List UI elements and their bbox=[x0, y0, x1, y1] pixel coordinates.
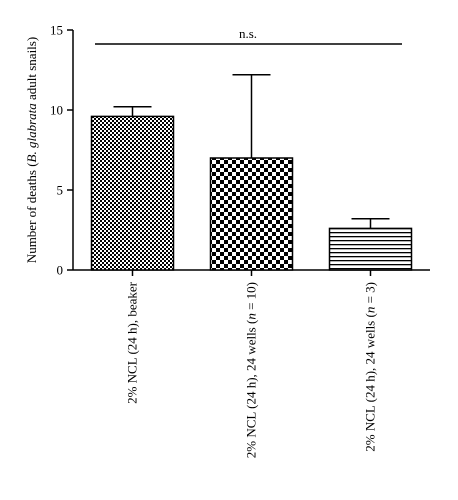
y-axis-title-prefix: Number of deaths ( bbox=[24, 162, 39, 263]
bar bbox=[90, 115, 175, 271]
category-label-part: = 3) bbox=[363, 282, 378, 307]
category-label-part: 2% NCL (24 h), beaker bbox=[125, 281, 140, 404]
y-axis-title: Number of deaths (B. glabrata adult snai… bbox=[24, 37, 39, 263]
y-tick-label: 0 bbox=[57, 263, 64, 278]
error-bars bbox=[113, 74, 390, 229]
y-axis-title-species: B. glabrata bbox=[24, 103, 39, 163]
y-tick-label: 15 bbox=[50, 23, 63, 38]
category-label-part: 2% NCL (24 h), 24 wells ( bbox=[363, 313, 378, 452]
y-ticks: 0 5 10 15 bbox=[50, 23, 73, 278]
y-tick-label: 10 bbox=[50, 103, 63, 118]
category-label: 2% NCL (24 h), 24 wells (n = 3) bbox=[363, 282, 378, 452]
category-labels: 2% NCL (24 h), beaker 2% NCL (24 h), 24 w… bbox=[125, 281, 378, 458]
significance-annotation: n.s. bbox=[239, 26, 257, 41]
bar bbox=[328, 227, 413, 271]
category-label: 2% NCL (24 h), beaker bbox=[125, 281, 140, 404]
y-axis-title-suffix: adult snails) bbox=[24, 37, 39, 103]
x-ticks bbox=[131, 270, 372, 276]
category-label-part: n bbox=[244, 313, 259, 320]
category-label-part: = 10) bbox=[244, 282, 259, 313]
bars bbox=[90, 115, 413, 271]
category-label-part: n bbox=[363, 307, 378, 314]
category-label: 2% NCL (24 h), 24 wells (n = 10) bbox=[244, 282, 259, 458]
bar bbox=[209, 157, 294, 271]
category-label-part: 2% NCL (24 h), 24 wells ( bbox=[244, 320, 259, 459]
y-tick-label: 5 bbox=[57, 183, 64, 198]
